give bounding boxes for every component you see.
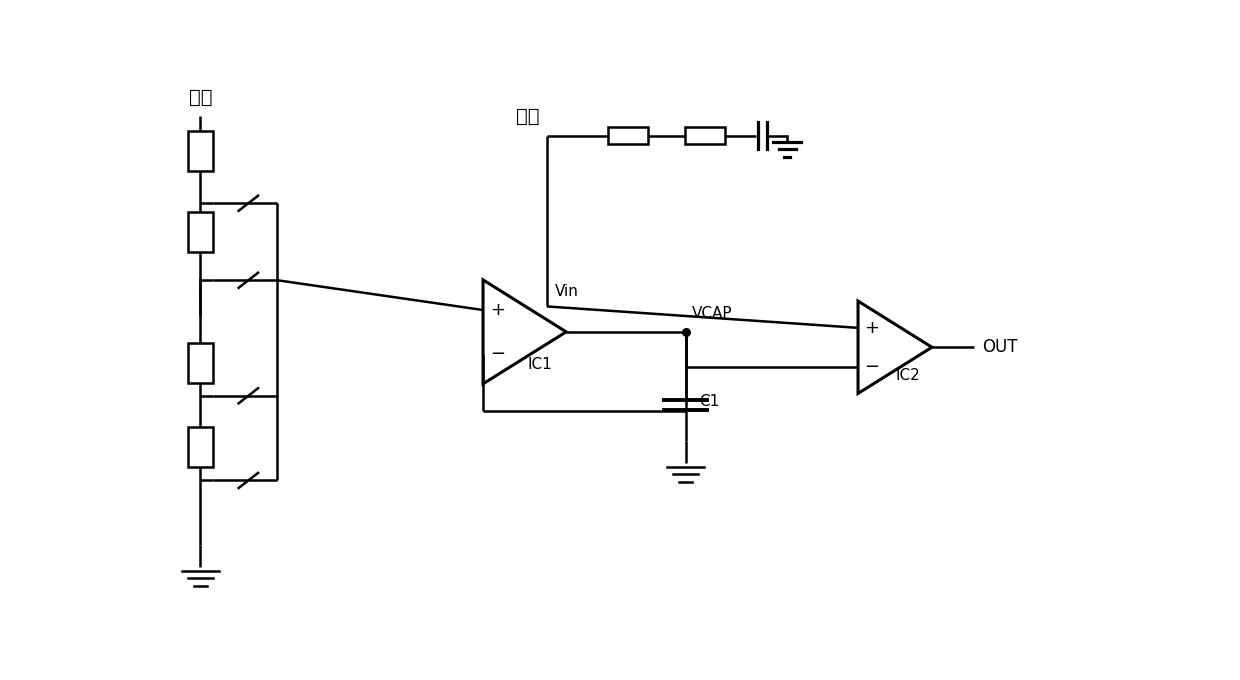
Bar xyxy=(684,127,725,144)
Text: VCAP: VCAP xyxy=(692,306,733,321)
Text: +: + xyxy=(491,301,506,319)
Bar xyxy=(608,127,647,144)
Text: IC2: IC2 xyxy=(897,369,920,384)
Text: −: − xyxy=(864,358,879,375)
Bar xyxy=(188,131,213,171)
Bar xyxy=(188,343,213,383)
Text: IC1: IC1 xyxy=(527,356,552,371)
Text: OUT: OUT xyxy=(982,338,1018,356)
Text: 总线: 总线 xyxy=(516,107,539,126)
Bar xyxy=(188,427,213,467)
Text: ⋮: ⋮ xyxy=(190,287,211,307)
Text: 总线: 总线 xyxy=(188,88,212,107)
Text: −: − xyxy=(491,345,506,362)
Text: C1: C1 xyxy=(699,394,719,409)
Text: +: + xyxy=(864,319,879,337)
Bar xyxy=(188,211,213,252)
Text: Vin: Vin xyxy=(554,284,579,299)
